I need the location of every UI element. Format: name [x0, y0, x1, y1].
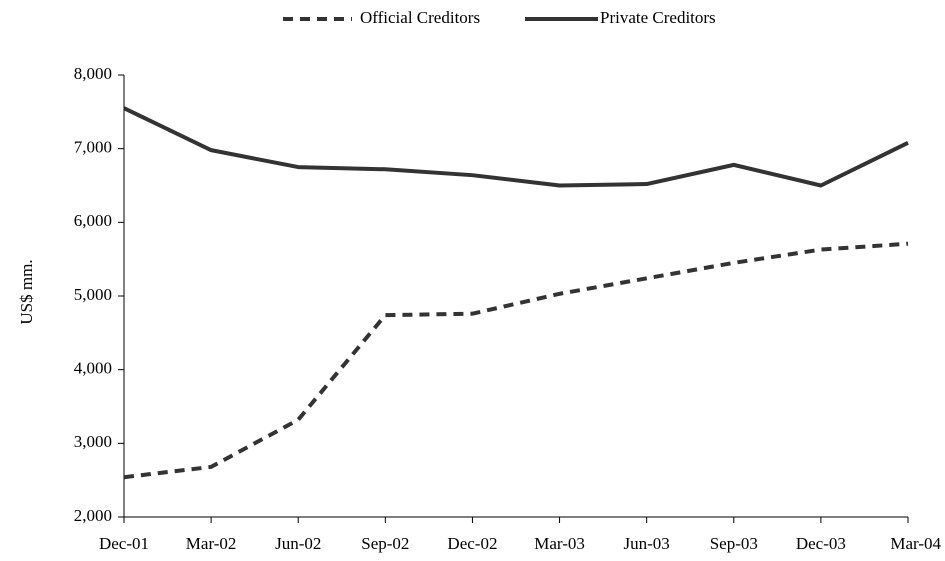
- x-tick-label: Dec-03: [796, 534, 846, 553]
- x-tick-label: Dec-02: [447, 534, 497, 553]
- x-tick-label: Mar-02: [186, 534, 237, 553]
- y-tick-label: 2,000: [74, 506, 112, 525]
- x-tick-label: Jun-03: [624, 534, 670, 553]
- x-tick-label: Sep-03: [710, 534, 758, 553]
- official-creditors-line: [123, 241, 909, 480]
- x-tick-label: Jun-02: [275, 534, 321, 553]
- y-tick-label: 8,000: [74, 64, 112, 83]
- private-creditors-line: [123, 106, 909, 188]
- x-tick-label: Mar-03: [534, 534, 585, 553]
- legend-label-private-creditors: Private Creditors: [600, 8, 716, 27]
- y-tick-label: 3,000: [74, 432, 112, 451]
- x-tick-label: Dec-01: [99, 534, 149, 553]
- x-tick-label: Mar-04: [890, 534, 941, 553]
- y-tick-label: 4,000: [74, 359, 112, 378]
- y-tick-label: 5,000: [74, 285, 112, 304]
- y-axis: 2,000 3,000 4,000 5,000 6,000 7,000 8,000: [74, 64, 125, 525]
- y-axis-label: US$ mm.: [17, 259, 36, 324]
- x-axis: Dec-01 Mar-02 Jun-02 Sep-02 Dec-02 Mar-03 Jun-…: [99, 516, 941, 553]
- y-tick-label: 7,000: [74, 138, 112, 157]
- series-layer: [123, 106, 909, 480]
- legend-label-official-creditors: Official Creditors: [360, 8, 480, 27]
- y-tick-label: 6,000: [74, 211, 112, 230]
- x-tick-label: Sep-02: [361, 534, 409, 553]
- legend: Official Creditors Private Creditors: [283, 8, 716, 27]
